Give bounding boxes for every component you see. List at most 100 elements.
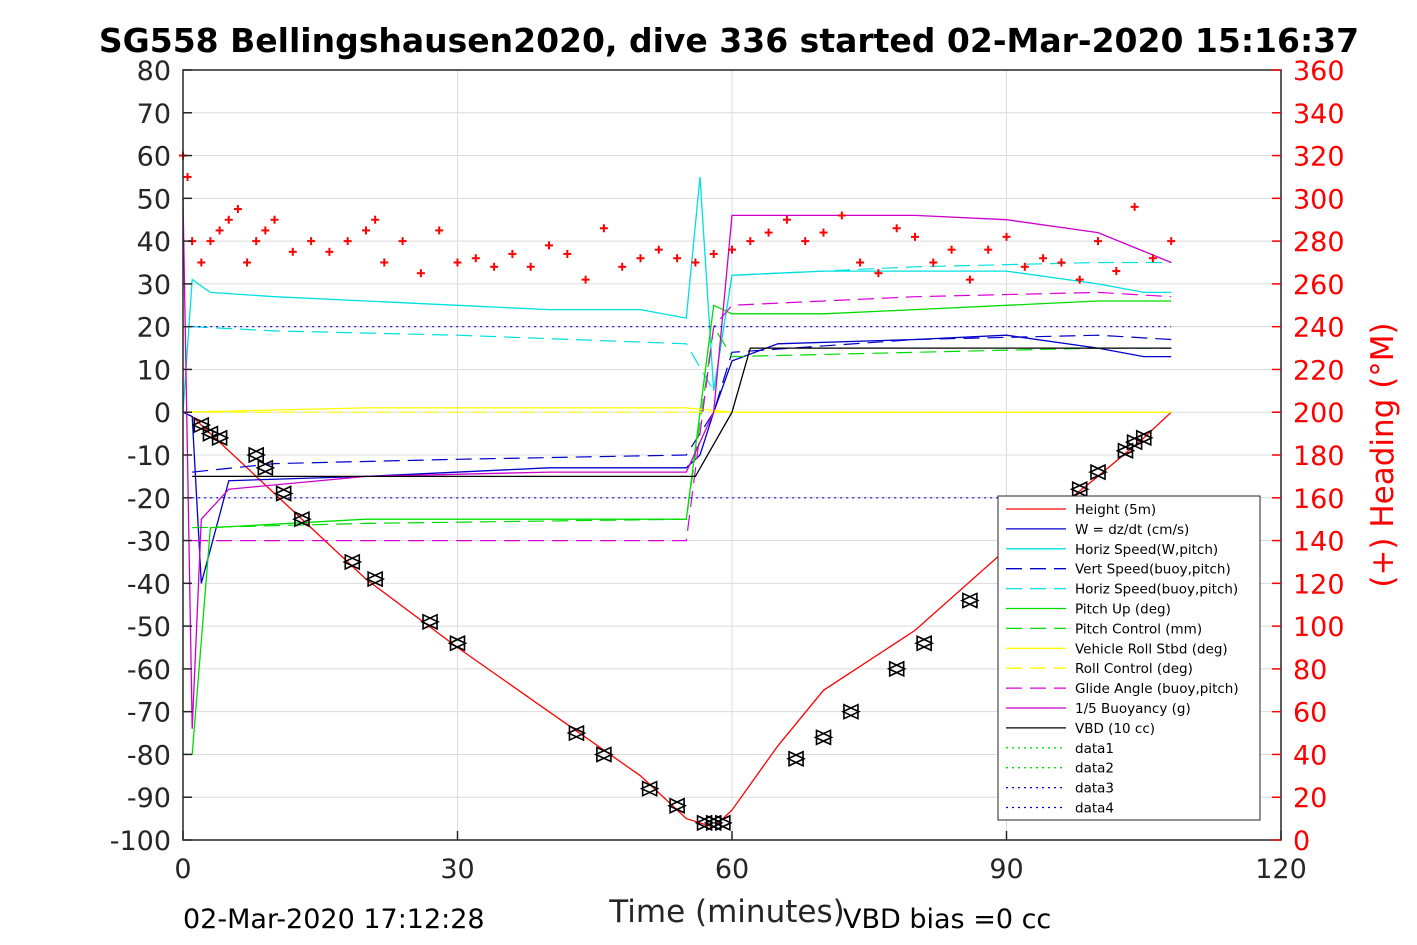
dive-marker: [1124, 433, 1145, 451]
heading-point: [490, 262, 499, 271]
heading-point: [801, 237, 810, 246]
heading-point: [261, 226, 270, 235]
x-tick-label: 0: [174, 854, 191, 885]
heading-point: [197, 258, 206, 267]
heading-point: [709, 249, 718, 258]
heading-point: [947, 245, 956, 254]
x-tick-label: 60: [715, 854, 749, 885]
legend-label: data1: [1075, 741, 1114, 757]
left-tick-label: 0: [154, 398, 171, 429]
dive-marker: [342, 553, 363, 571]
heading-point: [563, 249, 572, 258]
left-tick-label: 30: [137, 270, 171, 301]
legend-label: Vert Speed(buoy,pitch): [1075, 562, 1231, 578]
legend-label: data4: [1075, 801, 1114, 817]
heading-point: [911, 232, 919, 241]
left-tick-label: -10: [127, 441, 171, 472]
right-axis-ticks: 3603403203002802602402202001801601401201…: [1272, 56, 1345, 857]
right-tick-label: 240: [1293, 313, 1345, 344]
series-line-2: [182, 176, 1172, 413]
dive-marker: [292, 510, 312, 528]
heading-point: [307, 237, 316, 246]
heading-point: [288, 247, 297, 256]
heading-point: [1002, 232, 1011, 241]
heading-point: [183, 172, 192, 181]
series-line-1: [182, 334, 1172, 584]
right-tick-label: 160: [1293, 484, 1345, 515]
heading-point: [471, 254, 480, 263]
heading-point: [343, 237, 352, 246]
dive-marker: [712, 814, 733, 832]
heading-point: [856, 258, 865, 267]
legend-item: Horiz Speed(buoy,pitch): [1006, 582, 1238, 598]
left-tick-label: -20: [127, 484, 171, 515]
left-tick-label: 40: [137, 227, 171, 258]
series-line-11: [192, 347, 1172, 478]
legend-item: 1/5 Buoyancy (g): [1006, 701, 1191, 717]
legend-item: Horiz Speed(W,pitch): [1006, 542, 1218, 558]
legend-item: Height (5m): [1006, 502, 1156, 518]
dive-marker: [255, 459, 276, 477]
legend-box: [997, 495, 1261, 821]
legend-item: data2: [1006, 761, 1114, 777]
series-line-6: [192, 324, 1172, 529]
legend-label: Pitch Up (deg): [1075, 602, 1171, 618]
heading-point: [837, 211, 846, 220]
dive-marker: [1115, 442, 1136, 459]
heading-point: [874, 269, 883, 278]
legend-label: VBD (10 cc): [1075, 721, 1155, 737]
legend-item: Glide Angle (buoy,pitch): [1006, 681, 1239, 697]
x-tick-label: 90: [989, 854, 1023, 885]
heading-point: [782, 215, 791, 224]
x-tick-label: 30: [440, 854, 474, 885]
left-tick-label: 20: [137, 313, 171, 344]
right-tick-label: 200: [1293, 398, 1345, 429]
heading-point: [728, 245, 736, 254]
left-tick-label: 10: [137, 355, 171, 386]
heading-point: [1057, 258, 1066, 267]
footer-timestamp: 02-Mar-2020 17:12:28: [183, 904, 485, 935]
legend-item: W = dz/dt (cm/s): [1006, 522, 1189, 538]
heading-point: [325, 247, 334, 256]
left-tick-label: -90: [127, 783, 171, 814]
heading-point: [224, 215, 233, 224]
left-tick-label: 80: [137, 56, 171, 87]
left-tick-label: -70: [127, 698, 171, 729]
dive-marker: [886, 660, 907, 678]
dive-marker: [365, 570, 386, 588]
heading-point: [1020, 262, 1029, 271]
right-tick-label: 300: [1293, 184, 1345, 215]
left-tick-label: -50: [127, 612, 171, 643]
left-tick-label: -40: [127, 569, 171, 600]
series-line-10: [182, 198, 1172, 729]
heading-point: [581, 275, 590, 284]
heading-point: [984, 245, 993, 254]
x-axis-ticks: 0 30 60 90 120: [174, 831, 1307, 885]
chart-title: SG558 Bellingshausen2020, dive 336 start…: [99, 21, 1359, 60]
footer-vbd-bias: VBD bias =0 cc: [843, 904, 1051, 935]
heading-point: [636, 254, 645, 263]
right-tick-label: 140: [1293, 527, 1345, 558]
left-axis-ticks: 80 70 60 50 40 30 20 10 0 -10 -20 -30 -40 -50 -60 -70 -8…: [110, 56, 192, 857]
heading-point: [380, 258, 389, 267]
series-line-5: [183, 300, 1172, 756]
right-tick-label: 80: [1293, 655, 1327, 686]
legend-label: W = dz/dt (cm/s): [1075, 522, 1189, 538]
right-tick-label: 0: [1293, 826, 1310, 857]
heading-point: [545, 241, 553, 250]
heading-point: [362, 226, 370, 235]
heading-point: [599, 224, 608, 233]
series-line-4: [192, 261, 1172, 393]
dive-marker: [914, 634, 935, 652]
heading-point: [746, 237, 755, 246]
right-axis-label: (+) Heading (°M): [1365, 322, 1401, 587]
left-tick-label: 60: [137, 142, 171, 173]
heading-point: [1094, 237, 1102, 246]
heading-point: [508, 249, 517, 258]
left-tick-label: 50: [137, 184, 171, 215]
legend-label: data2: [1075, 761, 1114, 777]
dive-marker: [841, 703, 861, 720]
left-tick-label: -30: [127, 527, 171, 558]
heading-point: [243, 258, 252, 267]
dive-marker: [703, 814, 724, 832]
